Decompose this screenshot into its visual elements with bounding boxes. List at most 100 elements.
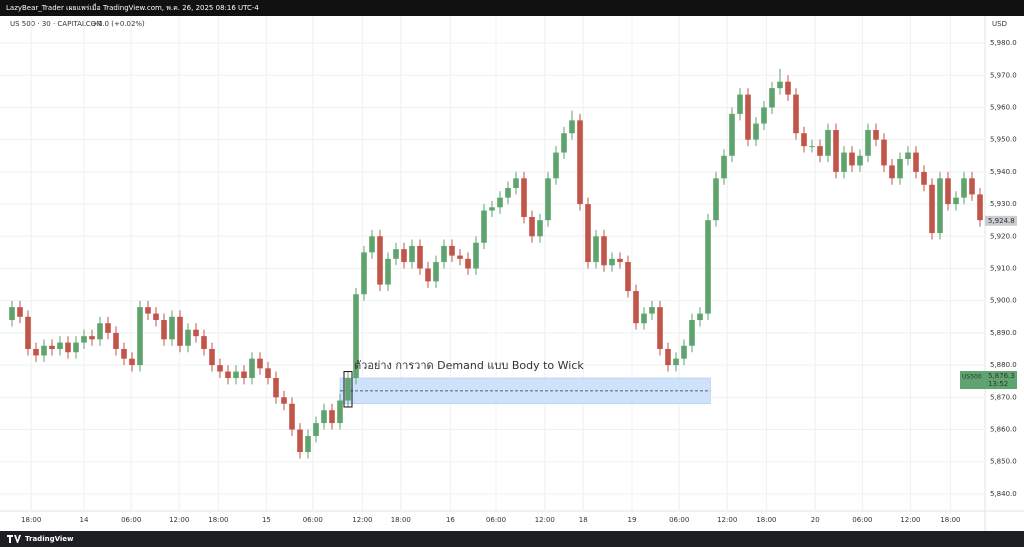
candle-body [865,130,871,156]
candle-body [89,336,95,340]
candle-body [569,120,575,134]
candle-body [129,358,135,366]
candle-body [697,313,703,321]
candle-body [745,94,751,140]
candle-body [705,220,711,314]
candle-body [457,255,463,259]
candle-body [369,236,375,253]
candle-body [753,123,759,140]
candle-body [849,152,855,166]
candle-body [793,94,799,134]
symbol: US 500 · 30 · CAPITALCOM [10,20,102,28]
y-tick-label: 5,930.0 [990,200,1017,208]
candle-body [721,155,727,179]
candle-body [897,158,903,179]
candle-body [353,294,359,378]
y-tick-label: 5,870.0 [990,393,1017,401]
candle-body [801,133,807,147]
candle-body [57,342,63,350]
y-tick-label: 5,880.0 [990,361,1017,369]
candle-body [729,113,735,156]
x-tick-label: 18:00 [21,516,41,524]
candle-body [401,249,407,263]
candle-body [441,245,447,263]
candle-body [561,133,567,153]
candle-body [609,258,615,266]
y-tick-label: 5,920.0 [990,232,1017,240]
candle-body [25,316,31,350]
zone-candle-highlight [343,371,353,408]
candle-body [297,429,303,453]
y-tick-label: 5,910.0 [990,264,1017,272]
candle-body [537,220,543,237]
candle-body [193,329,199,337]
candle-body [833,130,839,172]
candle-body [737,94,743,114]
candle-body [969,178,975,195]
candle-body [633,291,639,324]
price-tag-symbol: US500 [962,374,982,381]
y-tick-label: 5,980.0 [990,39,1017,47]
candle-body [409,245,415,263]
candle-body [529,216,535,237]
annotation: ตัวอย่าง การวาด Demand แบบ Body to Wick [354,359,584,372]
candle-body [689,320,695,346]
x-tick-label: 12:00 [352,516,372,524]
candle-body [233,371,239,378]
candle-body [505,187,511,198]
candle-body [73,342,79,353]
candle-body [177,316,183,346]
candle-body [241,371,247,378]
candle-body [377,236,383,285]
candle-body [945,178,951,205]
candle-body [249,358,255,378]
candle-body [361,252,367,295]
price-tag-label: 5,924.8 [988,217,1015,225]
candle-body [393,249,399,259]
candle-body [857,155,863,166]
candle-body [137,307,143,366]
y-tick-label: 5,950.0 [990,136,1017,144]
price-tag-label: 5,876.3 [988,372,1015,380]
candle-body [673,358,679,366]
x-tick-label: 06:00 [121,516,141,524]
candle-body [625,262,631,292]
candle-body [905,152,911,159]
price-tag-time: 13:52 [988,380,1008,388]
candle-body [433,262,439,282]
candle-body [481,210,487,243]
x-tick-label: 06:00 [669,516,689,524]
price-tag [960,371,985,390]
candle-body [65,342,71,353]
candle-body [473,242,479,269]
y-tick-label: 5,860.0 [990,426,1017,434]
candle-body [577,120,583,205]
x-tick-label: 16 [446,516,455,524]
publisher: LazyBear_Trader เผยแพร่เมื่อ TradingView… [6,3,259,12]
candle-body [105,323,111,333]
candle-body [809,146,815,148]
candle-body [273,377,279,398]
candle-body [889,165,895,179]
brand: TradingView [25,535,74,543]
candle-body [665,349,671,366]
x-tick-label: 12:00 [717,516,737,524]
candle-body [345,377,351,401]
y-tick-label: 5,940.0 [990,168,1017,176]
candle-body [953,197,959,205]
y-tick-label: 5,850.0 [990,458,1017,466]
candle-body [489,207,495,211]
x-tick-label: 14 [80,516,89,524]
x-tick-label: 06:00 [852,516,872,524]
x-tick-label: 18:00 [208,516,228,524]
candle-body [185,329,191,346]
candle-body [201,336,207,350]
candle-body [761,107,767,124]
candle-body [921,171,927,185]
y-tick-label: 5,970.0 [990,71,1017,79]
candle-body [281,397,287,404]
candle-body [841,152,847,172]
candle-body [617,258,623,263]
candle-body [289,403,295,430]
